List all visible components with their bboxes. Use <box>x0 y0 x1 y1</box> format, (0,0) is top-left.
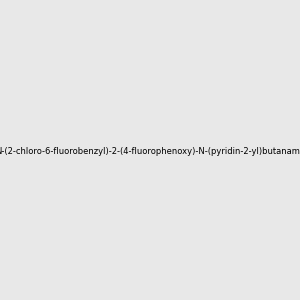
Text: N-(2-chloro-6-fluorobenzyl)-2-(4-fluorophenoxy)-N-(pyridin-2-yl)butanamide: N-(2-chloro-6-fluorobenzyl)-2-(4-fluorop… <box>0 147 300 156</box>
